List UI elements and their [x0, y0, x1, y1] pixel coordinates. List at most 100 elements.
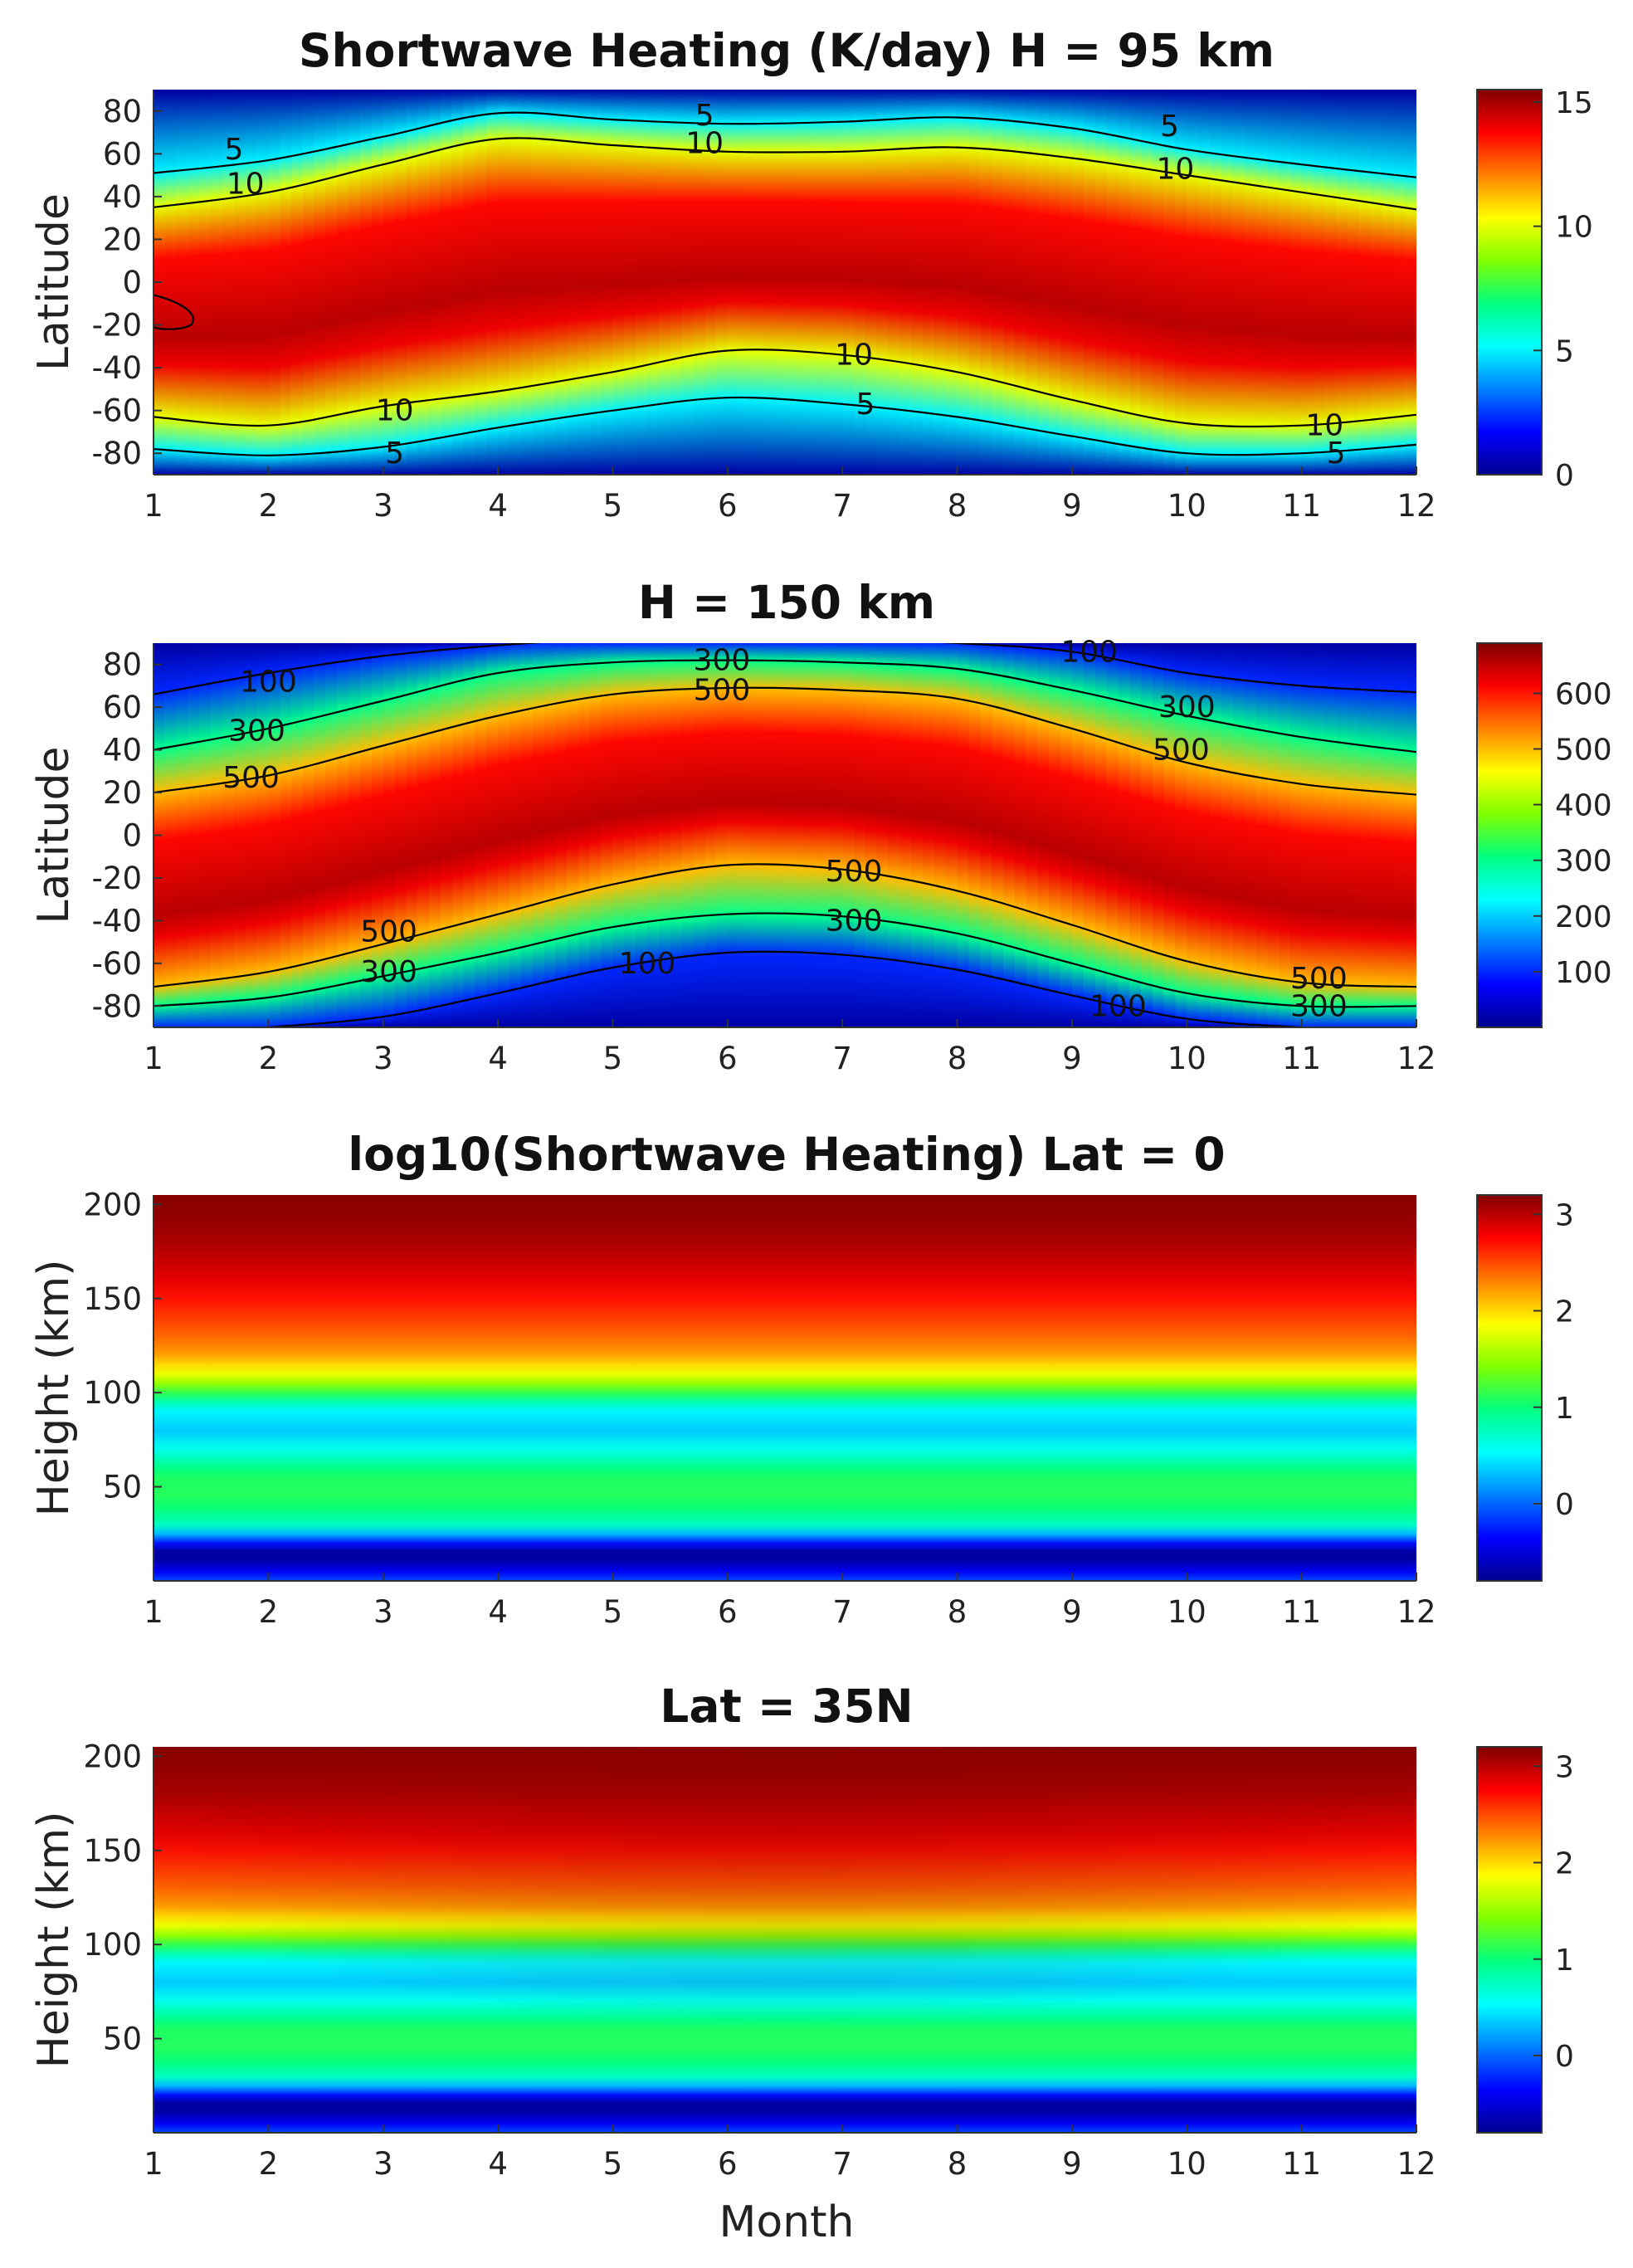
heatmap-column — [532, 643, 545, 1027]
heatmap-column — [1060, 643, 1073, 1027]
heatmap-column — [1324, 90, 1337, 475]
heatmap-column — [1198, 90, 1211, 475]
contour-label: 500 — [826, 855, 883, 889]
y-tick-label: 60 — [103, 690, 142, 725]
y-tick-label: 200 — [83, 1739, 142, 1774]
heatmap-column — [1232, 643, 1245, 1027]
y-axis-label: Latitude — [29, 193, 79, 371]
heatmap-column — [1278, 90, 1291, 475]
y-tick-label: 20 — [103, 775, 142, 811]
heatmap-column — [968, 643, 982, 1027]
heatmap-column — [1324, 643, 1337, 1027]
x-tick-label: 4 — [488, 488, 508, 524]
heatmap-column — [486, 90, 499, 475]
heatmap-column — [291, 90, 304, 475]
colorbar-tick-label: 500 — [1555, 733, 1612, 767]
heatmap-column — [222, 643, 235, 1027]
heatmap-column — [842, 643, 855, 1027]
heatmap-column — [796, 643, 809, 1027]
heatmap-column — [1060, 90, 1073, 475]
contour-label: 500 — [222, 761, 280, 795]
contour-label: 300 — [826, 904, 883, 938]
colorbar — [1476, 1194, 1543, 1582]
x-tick-label: 2 — [259, 1041, 279, 1076]
heatmap-column — [578, 643, 591, 1027]
y-tick-label: -40 — [92, 903, 142, 939]
heatmap-column — [360, 643, 373, 1027]
heatmap-column — [1393, 643, 1406, 1027]
y-tick-label: 100 — [83, 1375, 142, 1411]
heatmap-column — [1002, 643, 1016, 1027]
heatmap-column — [233, 90, 246, 475]
heatmap-column — [268, 90, 280, 475]
heatmap-column — [1129, 90, 1142, 475]
x-tick-label: 9 — [1062, 1594, 1082, 1630]
heatmap-column — [498, 643, 510, 1027]
heatmap-image — [154, 1195, 1416, 1581]
heatmap-column — [1382, 90, 1395, 475]
heatmap-column — [865, 90, 878, 475]
heatmap-column — [646, 643, 660, 1027]
contour-label: 10 — [227, 167, 265, 201]
heatmap-column — [923, 643, 935, 1027]
heatmap-column — [520, 90, 534, 475]
heatmap-column — [1037, 643, 1050, 1027]
x-tick-label: 9 — [1062, 2146, 1082, 2182]
colorbar-tick-label: 0 — [1555, 2040, 1574, 2074]
heatmap-column — [670, 643, 683, 1027]
heatmap-column — [1094, 90, 1108, 475]
heatmap-column — [957, 90, 970, 475]
heatmap-column — [888, 643, 901, 1027]
colorbar-tick-label: 1 — [1555, 1392, 1574, 1426]
y-tick-label: 0 — [122, 818, 142, 854]
y-tick-label: -80 — [92, 436, 142, 471]
x-tick-label: 2 — [259, 488, 279, 524]
heatmap-column — [762, 90, 774, 475]
contour-label: 5 — [224, 133, 243, 167]
heatmap-column — [486, 643, 499, 1027]
heatmap-column — [1221, 90, 1234, 475]
contour-line-15 — [154, 294, 195, 330]
contour-line-10 — [154, 349, 1416, 428]
colorbar-tick-label: 200 — [1555, 900, 1612, 934]
x-tick-label: 7 — [832, 1594, 852, 1630]
x-tick-label: 7 — [832, 2146, 852, 2182]
heatmap-column — [325, 90, 339, 475]
heatmap-column — [1255, 643, 1268, 1027]
x-tick-label: 2 — [259, 1594, 279, 1630]
contour-line-300 — [154, 912, 1416, 1008]
contour-label: 10 — [376, 394, 414, 428]
x-tick-label: 12 — [1397, 1041, 1436, 1076]
heatmap-column — [555, 90, 568, 475]
contour-label: 300 — [360, 955, 417, 989]
y-tick-label: -60 — [92, 393, 142, 429]
x-tick-label: 4 — [488, 2146, 508, 2182]
heatmap-column — [876, 90, 890, 475]
heatmap-column — [1209, 643, 1222, 1027]
y-tick-label: -20 — [92, 308, 142, 344]
y-tick-label: 80 — [103, 647, 142, 683]
contour-label: 5 — [1160, 110, 1179, 144]
heatmap-column — [601, 643, 614, 1027]
heatmap-column — [544, 90, 557, 475]
heatmap-column — [739, 643, 752, 1027]
x-tick-label: 3 — [373, 488, 393, 524]
heatmap-column — [1049, 90, 1061, 475]
heatmap-column — [1037, 90, 1050, 475]
heatmap-column — [911, 90, 924, 475]
heatmap-column — [1118, 90, 1130, 475]
heatmap-column — [1347, 90, 1360, 475]
heatmap-column — [268, 643, 280, 1027]
heatmap-column — [1405, 643, 1416, 1027]
heatmap-column — [475, 90, 488, 475]
contour-line-500 — [154, 686, 1416, 796]
heatmap-column — [429, 643, 441, 1027]
contour-line-10 — [154, 137, 1416, 211]
heatmap-column — [831, 90, 843, 475]
heatmap-column — [785, 90, 797, 475]
heatmap-column — [693, 643, 705, 1027]
heatmap-column — [1071, 90, 1085, 475]
heatmap-column — [1163, 90, 1177, 475]
heatmap-column — [199, 643, 212, 1027]
